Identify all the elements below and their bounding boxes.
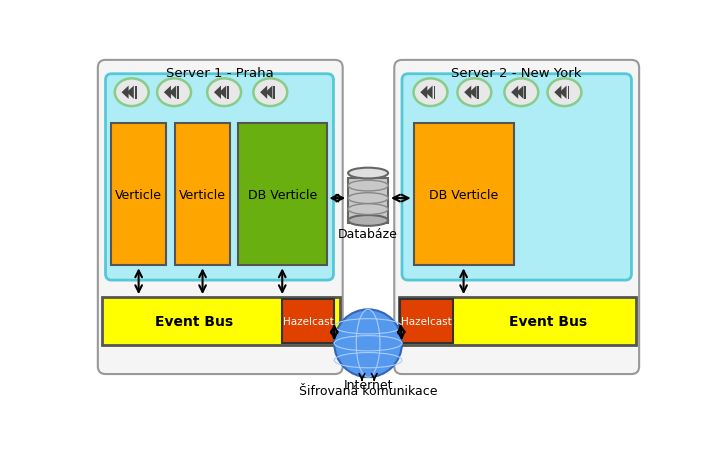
Polygon shape: [516, 86, 523, 100]
Ellipse shape: [334, 310, 402, 377]
Text: Šifrovaná komunikace: Šifrovaná komunikace: [299, 384, 437, 398]
Text: Verticle: Verticle: [115, 188, 162, 201]
Bar: [400, 299, 453, 344]
FancyBboxPatch shape: [394, 61, 639, 374]
Ellipse shape: [348, 193, 388, 204]
Ellipse shape: [348, 181, 388, 192]
Bar: [175, 124, 230, 266]
Polygon shape: [169, 86, 176, 100]
Text: DB Verticle: DB Verticle: [247, 188, 317, 201]
Polygon shape: [554, 86, 562, 100]
Bar: [135, 86, 137, 100]
Polygon shape: [421, 86, 427, 100]
Bar: [413, 124, 513, 266]
Bar: [567, 86, 569, 100]
Bar: [477, 86, 479, 100]
Polygon shape: [464, 86, 471, 100]
Polygon shape: [127, 86, 134, 100]
Text: Internet: Internet: [344, 379, 393, 391]
Text: Server 2 - New York: Server 2 - New York: [452, 66, 582, 80]
Polygon shape: [265, 86, 273, 100]
FancyBboxPatch shape: [402, 75, 631, 280]
Bar: [238, 124, 326, 266]
Polygon shape: [164, 86, 171, 100]
FancyBboxPatch shape: [106, 75, 334, 280]
Ellipse shape: [547, 79, 582, 107]
Bar: [434, 86, 435, 100]
Text: DB Verticle: DB Verticle: [429, 188, 498, 201]
Bar: [227, 86, 229, 100]
Polygon shape: [511, 86, 518, 100]
Text: Hazelcast: Hazelcast: [401, 316, 452, 326]
Bar: [102, 298, 339, 345]
Polygon shape: [219, 86, 226, 100]
Polygon shape: [470, 86, 477, 100]
Bar: [177, 86, 179, 100]
Ellipse shape: [253, 79, 288, 107]
Ellipse shape: [348, 204, 388, 215]
Polygon shape: [214, 86, 221, 100]
Bar: [348, 179, 388, 223]
Bar: [399, 298, 636, 345]
Polygon shape: [426, 86, 433, 100]
Polygon shape: [122, 86, 129, 100]
Ellipse shape: [348, 216, 388, 226]
Text: Databáze: Databáze: [338, 228, 398, 241]
Polygon shape: [260, 86, 267, 100]
Text: Event Bus: Event Bus: [509, 314, 587, 328]
FancyBboxPatch shape: [98, 61, 343, 374]
Ellipse shape: [505, 79, 539, 107]
Text: Verticle: Verticle: [179, 188, 226, 201]
Ellipse shape: [457, 79, 491, 107]
Text: Server 1 - Praha: Server 1 - Praha: [166, 66, 274, 80]
Bar: [282, 299, 334, 344]
Bar: [273, 86, 275, 100]
Bar: [524, 86, 526, 100]
Ellipse shape: [348, 168, 388, 179]
Bar: [111, 124, 166, 266]
Ellipse shape: [115, 79, 149, 107]
Ellipse shape: [157, 79, 191, 107]
Ellipse shape: [207, 79, 241, 107]
Text: Event Bus: Event Bus: [155, 314, 233, 328]
Ellipse shape: [413, 79, 447, 107]
Polygon shape: [559, 86, 567, 100]
Text: Hazelcast: Hazelcast: [283, 316, 334, 326]
